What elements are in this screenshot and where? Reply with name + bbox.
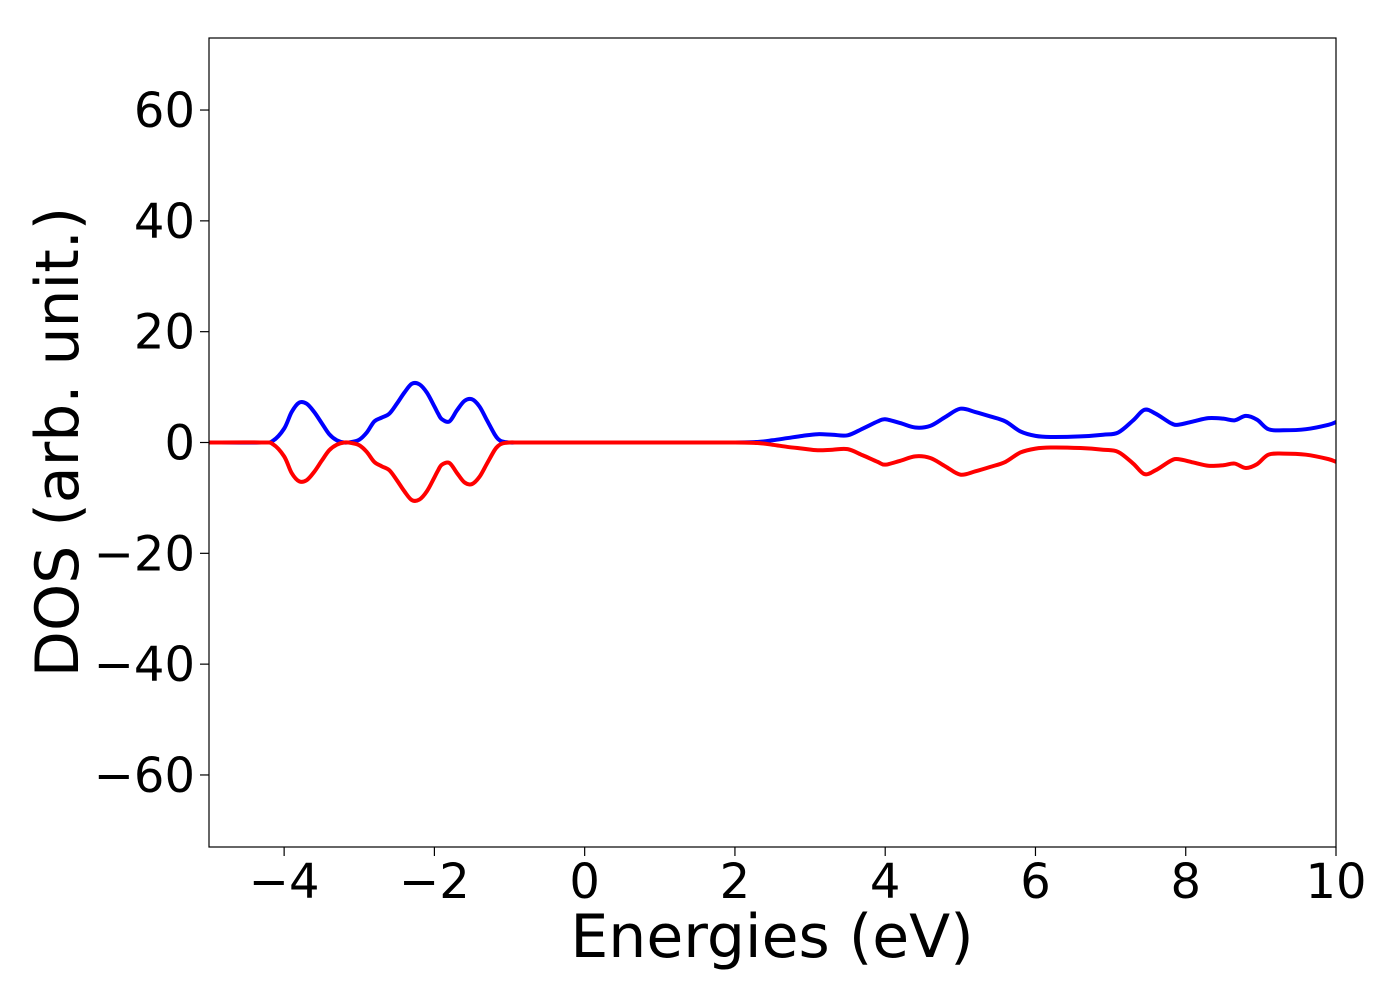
y-axis-label: DOS (arb. unit.) — [23, 207, 93, 677]
series-line-2 — [208, 440, 1337, 503]
x-tick-label: 8 — [1170, 854, 1201, 910]
y-tick-label: −60 — [94, 748, 195, 804]
x-tick-label: 0 — [569, 854, 600, 910]
series-line-1 — [208, 380, 1337, 445]
y-tick-label: 20 — [134, 305, 195, 361]
x-tick-label: 6 — [1020, 854, 1051, 910]
x-axis-label: Energies (eV) — [570, 902, 973, 972]
plot-frame — [208, 37, 1337, 848]
x-tick-label: 4 — [870, 854, 901, 910]
x-tick-label: −2 — [399, 854, 470, 910]
y-tick-label: −40 — [94, 637, 195, 693]
x-axis-ticks: −4 −2 0 2 4 6 8 10 — [249, 847, 1367, 910]
x-tick-label: −4 — [249, 854, 320, 910]
y-tick-label: −20 — [94, 526, 195, 582]
y-tick-label: 40 — [134, 194, 195, 250]
x-tick-label: 10 — [1305, 854, 1366, 910]
y-axis-ticks: 60 40 20 0 −20 −40 −60 — [94, 83, 209, 804]
y-tick-label: 60 — [134, 83, 195, 139]
series-layer — [208, 380, 1337, 503]
x-tick-label: 2 — [720, 854, 751, 910]
y-tick-label: 0 — [164, 416, 195, 472]
